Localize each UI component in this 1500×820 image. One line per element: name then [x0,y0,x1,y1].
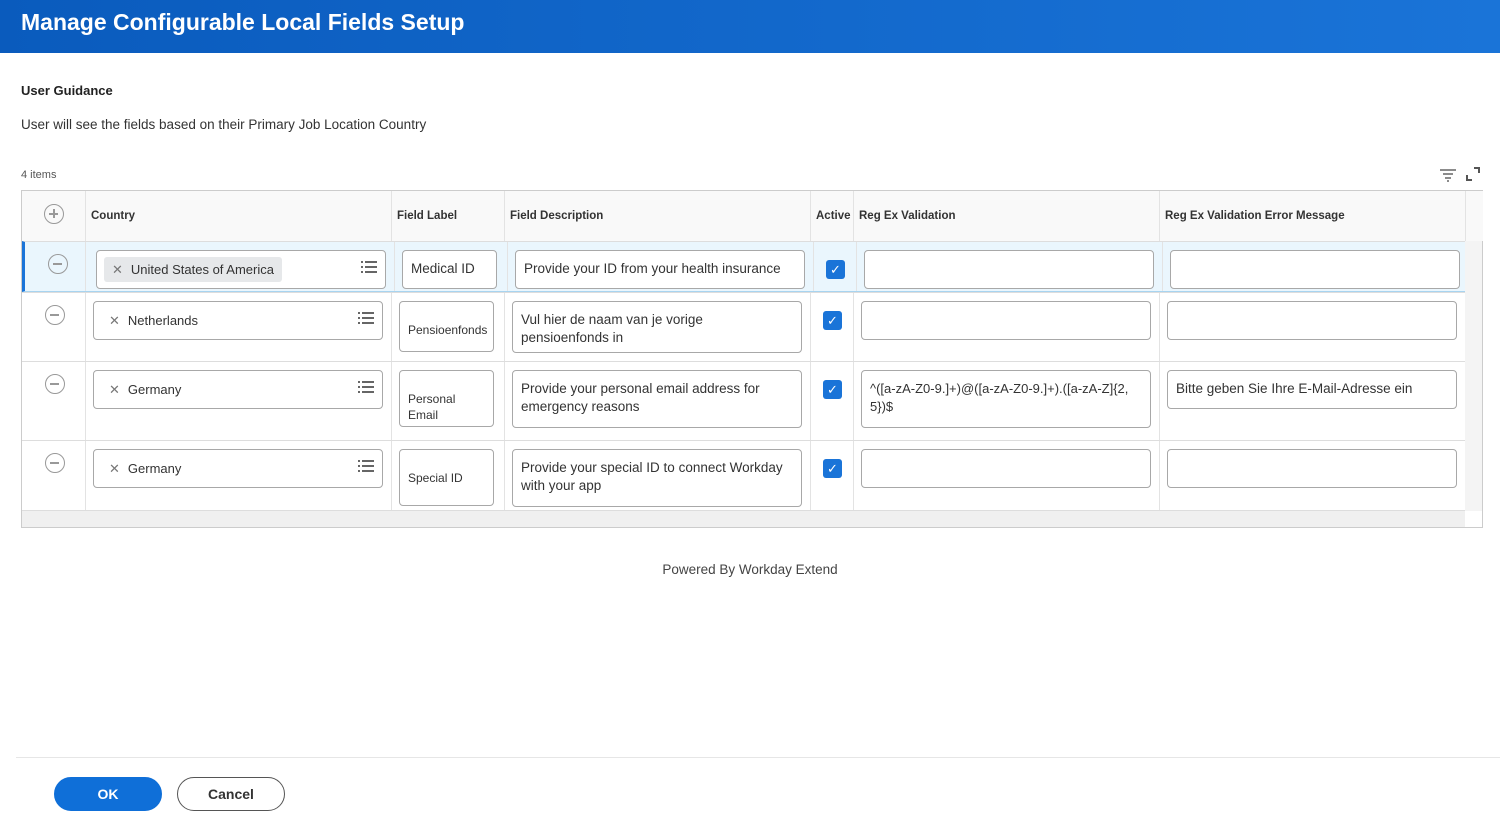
field-label-input[interactable]: Personal Email [399,370,494,427]
powered-by: Powered By Workday Extend [662,562,838,577]
field-description-input[interactable]: Provide your ID from your health insuran… [515,250,805,289]
table-row: ✕ Germany Special ID Provide your special… [22,440,1466,510]
table-row: ✕ Germany Personal Email Provide your per… [22,361,1466,440]
row-action-cell [25,242,86,291]
list-prompt-icon[interactable] [358,381,374,394]
country-value: Netherlands [127,313,199,328]
remove-row-icon[interactable] [48,254,68,274]
field-description-input[interactable]: Provide your special ID to connect Workd… [512,449,802,507]
row-action-cell [22,441,86,510]
field-description-cell: Vul hier de naam van je vorige pensioenf… [505,293,811,361]
expand-icon[interactable] [1465,166,1481,182]
guidance-title: User Guidance [21,83,113,98]
country-pill[interactable]: ✕ Germany [101,377,189,402]
remove-country-icon[interactable]: ✕ [112,262,123,277]
regex-cell: ^([a-zA-Z0-9.]+)@([a-zA-Z0-9.]+).([a-zA-… [854,362,1160,440]
page-header: Manage Configurable Local Fields Setup [0,0,1500,53]
list-prompt-icon[interactable] [361,261,377,274]
regex-input[interactable] [864,250,1154,289]
regex-error-input[interactable]: Bitte geben Sie Ihre E-Mail-Adresse ein [1167,370,1457,409]
country-pill[interactable]: ✕ Germany [101,456,189,481]
country-cell: ✕ Germany [86,362,392,440]
country-cell: ✕ Netherlands [86,293,392,361]
footer-divider [16,757,1500,758]
regex-cell [854,293,1160,361]
col-active[interactable]: Active [811,191,854,241]
fields-table: Country Field Label Field Description Ac… [21,190,1483,528]
regex-error-input[interactable] [1170,250,1460,289]
remove-country-icon[interactable]: ✕ [109,461,120,476]
country-input[interactable]: ✕ Germany [93,449,383,488]
country-value: Germany [127,461,182,476]
field-description-cell: Provide your ID from your health insuran… [508,242,814,291]
country-input[interactable]: ✕ United States of America [96,250,386,289]
regex-error-cell [1163,242,1469,291]
active-cell: ✓ [811,293,854,361]
active-checkbox[interactable]: ✓ [826,260,845,279]
country-input[interactable]: ✕ Germany [93,370,383,409]
active-cell: ✓ [811,362,854,440]
field-label-input[interactable]: Special ID [399,449,494,506]
remove-row-icon[interactable] [45,374,65,394]
vertical-scrollbar[interactable] [1465,241,1482,511]
field-label-cell: Pensioenfonds [392,293,505,361]
remove-country-icon[interactable]: ✕ [109,313,120,328]
remove-country-icon[interactable]: ✕ [109,382,120,397]
field-description-cell: Provide your special ID to connect Workd… [505,441,811,510]
field-description-input[interactable]: Vul hier de naam van je vorige pensioenf… [512,301,802,353]
col-field-label[interactable]: Field Label [392,191,505,241]
active-checkbox[interactable]: ✓ [823,311,842,330]
country-value: United States of America [130,262,274,277]
field-label-cell: Medical ID [395,242,508,291]
field-label-cell: Personal Email [392,362,505,440]
active-cell: ✓ [811,441,854,510]
horizontal-scrollbar[interactable] [22,510,1465,527]
ok-button[interactable]: OK [54,777,162,811]
page-title: Manage Configurable Local Fields Setup [21,9,465,35]
col-country[interactable]: Country [86,191,392,241]
row-action-cell [22,362,86,440]
country-cell: ✕ Germany [86,441,392,510]
header-spacer [1466,191,1483,241]
field-label-cell: Special ID [392,441,505,510]
col-regex[interactable]: Reg Ex Validation [854,191,1160,241]
list-prompt-icon[interactable] [358,312,374,325]
country-cell: ✕ United States of America [89,242,395,291]
regex-error-cell: Bitte geben Sie Ihre E-Mail-Adresse ein [1160,362,1466,440]
guidance-text: User will see the fields based on their … [21,117,427,132]
regex-error-cell [1160,441,1466,510]
regex-error-input[interactable] [1167,301,1457,340]
regex-error-input[interactable] [1167,449,1457,488]
regex-input[interactable] [861,301,1151,340]
table-row: ✕ Netherlands Pensioenfonds Vul hier de n… [22,292,1466,361]
item-count: 4 items [21,169,57,181]
active-checkbox[interactable]: ✓ [823,380,842,399]
row-action-cell [22,293,86,361]
country-pill[interactable]: ✕ United States of America [104,257,282,282]
add-row-icon[interactable] [44,204,64,224]
country-pill[interactable]: ✕ Netherlands [101,308,206,333]
field-label-input[interactable]: Pensioenfonds [399,301,494,352]
table-row: ✕ United States of America Medical ID Pro… [22,241,1469,292]
regex-input[interactable]: ^([a-zA-Z0-9.]+)@([a-zA-Z0-9.]+).([a-zA-… [861,370,1151,428]
col-regex-error[interactable]: Reg Ex Validation Error Message [1160,191,1466,241]
field-label-input[interactable]: Medical ID [402,250,497,289]
remove-row-icon[interactable] [45,305,65,325]
regex-error-cell [1160,293,1466,361]
regex-cell [857,242,1163,291]
regex-input[interactable] [861,449,1151,488]
add-row-header [22,191,86,241]
country-input[interactable]: ✕ Netherlands [93,301,383,340]
active-cell: ✓ [814,242,857,291]
field-description-cell: Provide your personal email address for … [505,362,811,440]
col-field-description[interactable]: Field Description [505,191,811,241]
regex-cell [854,441,1160,510]
remove-row-icon[interactable] [45,453,65,473]
filter-icon[interactable] [1439,168,1457,182]
active-checkbox[interactable]: ✓ [823,459,842,478]
country-value: Germany [127,382,182,397]
field-description-input[interactable]: Provide your personal email address for … [512,370,802,428]
cancel-button[interactable]: Cancel [177,777,285,811]
list-prompt-icon[interactable] [358,460,374,473]
